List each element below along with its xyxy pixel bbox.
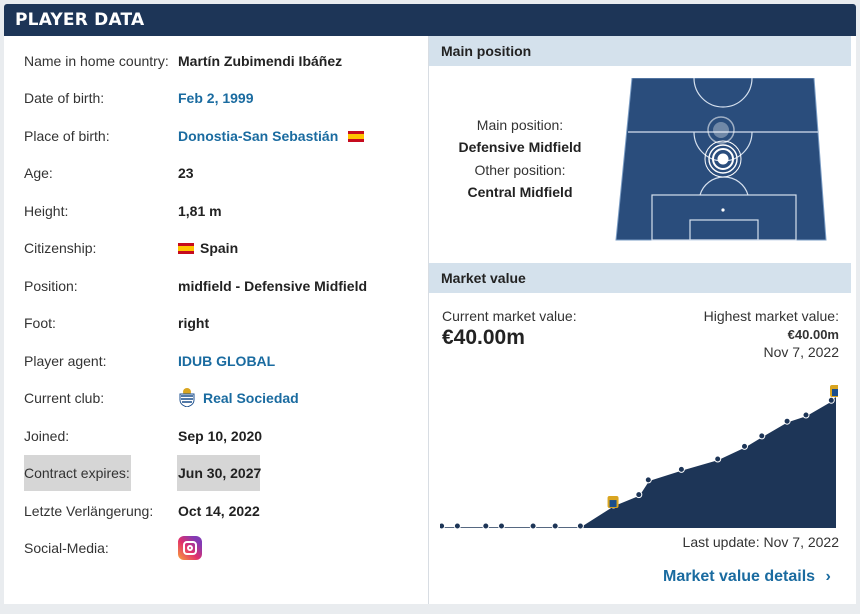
row-label: Age:: [24, 165, 53, 181]
birthplace-link[interactable]: Donostia-San Sebastián: [178, 128, 339, 144]
chart-point: [714, 455, 722, 463]
row-label: Foot:: [24, 315, 56, 331]
extension-value: Oct 14, 2022: [178, 503, 260, 519]
chart-area: [441, 394, 836, 528]
highest-value-date: Nov 7, 2022: [763, 344, 840, 360]
club-crest-marker: [830, 385, 838, 397]
row-label: Social-Media:: [24, 540, 109, 556]
contract-label-highlight: [24, 455, 131, 491]
chart-point: [440, 522, 446, 530]
player-data-header: PLAYER DATA: [4, 4, 856, 36]
current-value: €40.00m: [442, 326, 525, 349]
chart-point: [529, 522, 537, 530]
chart-point: [644, 476, 652, 484]
birthplace-value: Donostia-San Sebastián: [178, 124, 365, 148]
citizenship-text: Spain: [200, 240, 239, 256]
chart-point: [827, 396, 835, 404]
chart-point: [741, 442, 748, 450]
last-update: Last update: Nov 7, 2022: [682, 534, 839, 550]
row-label: Citizenship:: [24, 240, 97, 256]
market-value-chart[interactable]: [440, 372, 838, 530]
panel-divider: [428, 36, 429, 604]
chevron-right-icon: ›: [825, 568, 831, 585]
highest-value: €40.00m: [787, 327, 839, 342]
chart-point: [453, 522, 461, 530]
row-label: Place of birth:: [24, 128, 110, 144]
age-value: 23: [178, 165, 194, 181]
main-position-marker: [704, 140, 742, 178]
row-label: Position:: [24, 278, 78, 294]
spain-flag-icon: [348, 131, 365, 142]
main-position-heading: Main position: [429, 36, 851, 66]
foot-value: right: [178, 315, 210, 331]
chart-point: [498, 522, 505, 530]
section-title: PLAYER DATA: [15, 10, 145, 30]
position-value: midfield - Defensive Midfield: [178, 278, 368, 294]
market-value-heading: Market value: [429, 263, 851, 293]
height-value: 1,81 m: [178, 203, 222, 219]
instagram-icon[interactable]: [178, 536, 202, 560]
home-name-value: Martín Zubimendi Ibáñez: [178, 53, 343, 69]
row-label: Height:: [24, 203, 69, 219]
row-label: Player agent:: [24, 353, 107, 369]
other-position-marker: [707, 116, 735, 144]
chart-point: [802, 411, 810, 419]
chart-point: [635, 491, 643, 499]
club-crest-marker: [607, 496, 619, 509]
pitch-diagram: [615, 78, 827, 241]
row-label: Letzte Verlängerung:: [24, 503, 154, 519]
real-sociedad-crest-icon[interactable]: [178, 387, 196, 408]
other-position-value: Central Midfield: [467, 184, 573, 200]
chart-point: [482, 522, 490, 530]
contract-value-highlight: [177, 455, 260, 491]
chart-point: [758, 432, 766, 440]
row-label: Joined:: [24, 428, 70, 444]
chart-point: [576, 522, 584, 530]
market-value-details-link[interactable]: Market value details ›: [663, 568, 831, 586]
chart-point: [551, 522, 559, 530]
main-position-value: Defensive Midfield: [458, 139, 582, 155]
row-label: Name in home country:: [24, 53, 169, 69]
row-label: Current club:: [24, 390, 105, 406]
citizenship-value: Spain: [178, 236, 238, 260]
dob-link[interactable]: Feb 2, 1999: [178, 90, 254, 106]
main-position-label: Main position:: [476, 117, 564, 133]
spain-flag-icon: [178, 243, 194, 254]
club-value: Real Sociedad: [178, 386, 299, 410]
details-link-text[interactable]: Market value details: [663, 568, 816, 585]
row-label: Contract expires:: [24, 465, 130, 481]
contract-value: Jun 30, 2027: [178, 465, 262, 481]
other-position-label: Other position:: [474, 162, 566, 178]
current-value-label: Current market value:: [442, 308, 577, 324]
joined-value: Sep 10, 2020: [178, 428, 263, 444]
club-link[interactable]: Real Sociedad: [203, 390, 299, 406]
row-label: Date of birth:: [24, 90, 105, 106]
chart-point: [783, 417, 791, 425]
chart-point: [677, 465, 685, 473]
agent-link[interactable]: IDUB GLOBAL: [178, 353, 276, 369]
highest-value-label: Highest market value:: [703, 308, 839, 324]
